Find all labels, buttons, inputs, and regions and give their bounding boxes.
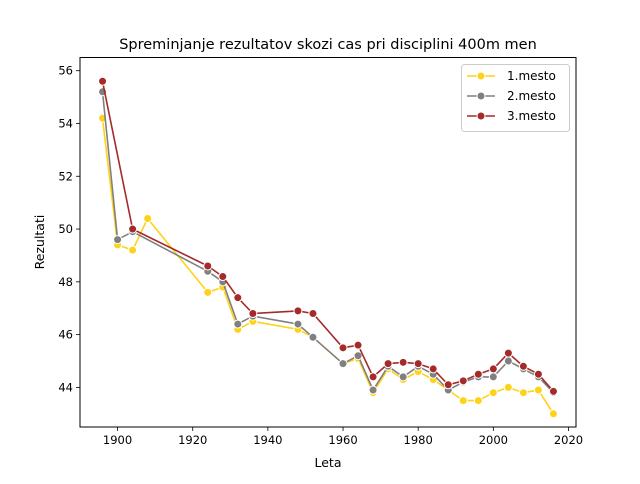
data-point [368,385,378,395]
data-point [548,409,558,419]
data-point [383,359,393,369]
data-point [518,388,528,398]
data-point [398,372,408,382]
x-axis: 1900 1920 1940 1960 1980 2000 2020 [103,427,583,447]
data-point [308,332,318,342]
data-point [398,357,408,367]
data-point [443,380,453,390]
data-point [353,351,363,361]
y-tick-label: 56 [58,64,73,78]
y-tick-label: 48 [58,275,73,289]
data-point [488,364,498,374]
axes-frame [79,57,577,428]
data-point [203,261,213,271]
x-tick-label: 1980 [404,433,433,447]
legend-label: 1.mesto [507,69,556,83]
data-point [128,224,138,234]
data-point [203,287,213,297]
data-point [308,309,318,319]
legend-marker [476,71,486,81]
legend: 1.mesto 2.mesto 3.mesto [461,64,570,132]
data-point [503,382,513,392]
data-point [143,213,153,223]
data-point [473,396,483,406]
series-3 [98,76,558,396]
data-point [128,245,138,255]
legend-box [461,64,570,132]
data-point [413,359,423,369]
y-tick-label: 50 [58,222,73,236]
x-tick-label: 1940 [253,433,282,447]
data-point [503,356,513,366]
data-point [293,319,303,329]
data-point [533,385,543,395]
data-point [98,76,108,86]
chart-title: Spreminjanje rezultatov skozi cas pri di… [119,37,537,53]
data-point [293,306,303,316]
data-point [488,372,498,382]
data-point [233,319,243,329]
data-point [473,369,483,379]
data-point [533,369,543,379]
legend-label: 2.mesto [507,89,556,103]
data-point [428,364,438,374]
data-point [248,309,258,319]
y-tick-label: 52 [58,169,73,183]
data-point [113,235,123,245]
y-axis-label: Rezultati [32,215,47,270]
data-point [338,343,348,353]
data-point [353,340,363,350]
data-point [233,293,243,303]
y-tick-label: 46 [58,328,73,342]
x-tick-label: 2000 [479,433,508,447]
legend-label: 3.mesto [507,109,556,123]
legend-marker [476,91,486,101]
x-tick-label: 1920 [178,433,207,447]
data-point [338,359,348,369]
x-tick-label: 1960 [328,433,357,447]
y-axis: 44 46 48 50 52 54 56 [58,64,80,394]
x-tick-label: 1900 [103,433,132,447]
data-point [458,376,468,386]
y-tick-label: 44 [58,380,73,394]
data-point [218,272,228,282]
data-point [458,396,468,406]
plot-area [98,76,558,419]
x-tick-label: 2020 [554,433,583,447]
data-point [488,388,498,398]
y-tick-label: 54 [58,116,73,130]
x-axis-label: Leta [315,455,342,470]
data-point [368,372,378,382]
data-point [503,348,513,358]
data-point [518,361,528,371]
legend-marker [476,111,486,121]
data-point [548,386,558,396]
